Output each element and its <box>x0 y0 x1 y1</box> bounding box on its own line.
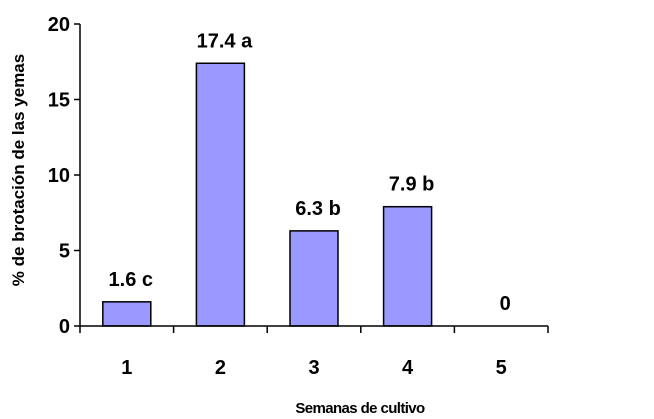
x-axis-title: Semanas de cultivo <box>295 400 425 417</box>
bar-week-4 <box>382 205 433 327</box>
data-label-week-3: 6.3 b <box>295 198 341 220</box>
y-tick-label: 15 <box>48 90 70 112</box>
x-axis-ticks: 1 2 3 4 5 <box>79 326 549 379</box>
y-tick-label: 10 <box>48 165 70 187</box>
x-tick-label-1: 1 <box>121 357 132 379</box>
bar-week-2 <box>195 62 246 327</box>
x-tick-label-4: 4 <box>402 357 414 379</box>
bars <box>102 62 433 327</box>
y-axis-title: % de brotación de las yemas <box>9 54 28 286</box>
x-tick-label-3: 3 <box>308 357 319 379</box>
y-axis-ticks: 0 5 10 15 20 <box>48 14 80 338</box>
y-tick-label: 5 <box>59 241 70 263</box>
data-label-week-1: 1.6 c <box>109 269 153 291</box>
data-labels: 1.6 c 17.4 a 6.3 b 7.9 b 0 <box>109 30 511 315</box>
data-label-week-2: 17.4 a <box>197 30 253 52</box>
data-label-week-5: 0 <box>500 293 511 315</box>
bar-week-3 <box>289 230 339 327</box>
y-tick-label: 0 <box>59 316 70 338</box>
data-label-week-4: 7.9 b <box>389 174 435 196</box>
y-tick-label: 20 <box>48 14 70 36</box>
x-tick-label-5: 5 <box>496 357 507 379</box>
bar-week-1 <box>102 301 152 327</box>
x-tick-label-2: 2 <box>215 357 226 379</box>
